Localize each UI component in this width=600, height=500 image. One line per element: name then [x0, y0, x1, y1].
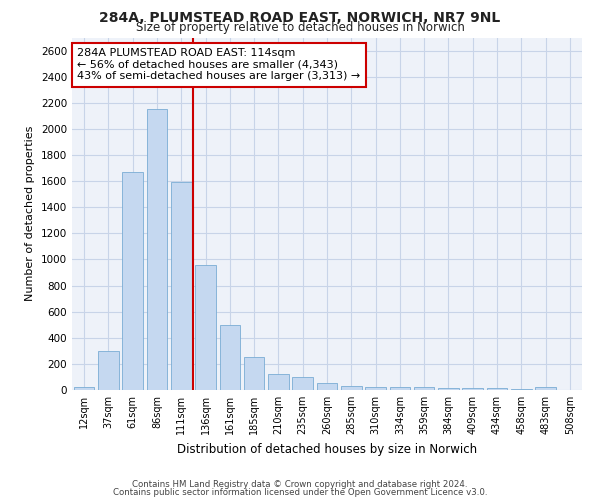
Bar	[220, 324, 240, 390]
Text: Contains HM Land Registry data © Crown copyright and database right 2024.: Contains HM Land Registry data © Crown c…	[132, 480, 468, 489]
Bar	[74, 386, 94, 390]
Bar	[463, 388, 483, 390]
Bar	[365, 388, 386, 390]
Bar	[414, 388, 434, 390]
Bar	[535, 386, 556, 390]
Bar	[292, 377, 313, 390]
Text: Size of property relative to detached houses in Norwich: Size of property relative to detached ho…	[136, 22, 464, 35]
Bar	[195, 264, 216, 390]
Text: 284A, PLUMSTEAD ROAD EAST, NORWICH, NR7 9NL: 284A, PLUMSTEAD ROAD EAST, NORWICH, NR7 …	[100, 11, 500, 25]
Bar	[244, 358, 265, 390]
Bar	[341, 386, 362, 390]
Bar	[146, 110, 167, 390]
X-axis label: Distribution of detached houses by size in Norwich: Distribution of detached houses by size …	[177, 442, 477, 456]
Bar	[98, 351, 119, 390]
Y-axis label: Number of detached properties: Number of detached properties	[25, 126, 35, 302]
Bar	[389, 388, 410, 390]
Bar	[438, 388, 459, 390]
Bar	[122, 172, 143, 390]
Text: Contains public sector information licensed under the Open Government Licence v3: Contains public sector information licen…	[113, 488, 487, 497]
Bar	[268, 374, 289, 390]
Bar	[487, 388, 508, 390]
Bar	[317, 384, 337, 390]
Text: 284A PLUMSTEAD ROAD EAST: 114sqm
← 56% of detached houses are smaller (4,343)
43: 284A PLUMSTEAD ROAD EAST: 114sqm ← 56% o…	[77, 48, 361, 82]
Bar	[171, 182, 191, 390]
